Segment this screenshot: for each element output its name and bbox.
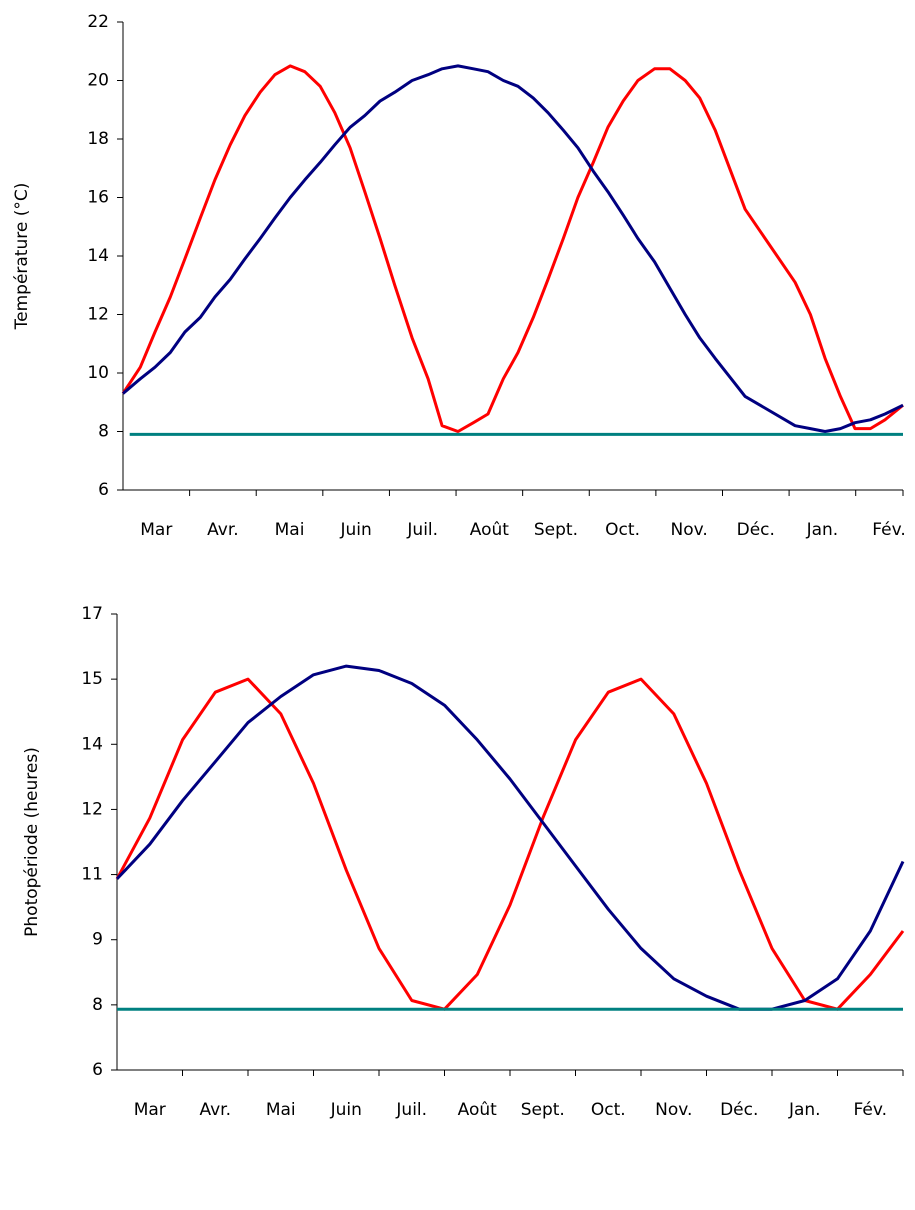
y-tick-label: 6 xyxy=(98,480,109,500)
y-tick-label: 14 xyxy=(87,246,109,266)
y-tick-label: 12 xyxy=(81,799,103,819)
x-tick-label: Oct. xyxy=(605,520,640,540)
x-tick-label: Déc. xyxy=(720,1100,758,1120)
x-tick-label: Jan. xyxy=(788,1100,821,1120)
x-tick-label: Mar xyxy=(134,1100,166,1120)
x-tick-label: Jan. xyxy=(806,520,839,540)
x-tick-label: Avr. xyxy=(199,1100,231,1120)
x-tick-label: Sept. xyxy=(521,1100,565,1120)
y-tick-label: 12 xyxy=(87,305,109,325)
series-line xyxy=(115,677,905,1011)
y-tick-label: 15 xyxy=(81,669,103,689)
x-tick-label: Mai xyxy=(266,1100,296,1120)
y-axis-label: Température (°C) xyxy=(12,183,32,331)
y-axis-label: Photopériode (heures) xyxy=(22,747,42,937)
x-tick-label: Juil. xyxy=(406,520,438,540)
x-tick-label: Mar xyxy=(140,520,172,540)
x-tick-label: Nov. xyxy=(655,1100,692,1120)
x-tick-label: Mai xyxy=(275,520,305,540)
y-tick-label: 14 xyxy=(81,734,103,754)
y-tick-label: 8 xyxy=(98,422,109,442)
x-tick-label: Août xyxy=(470,520,510,540)
x-tick-label: Août xyxy=(458,1100,498,1120)
y-tick-label: 20 xyxy=(87,71,109,91)
x-tick-label: Nov. xyxy=(671,520,708,540)
y-tick-label: 6 xyxy=(92,1060,103,1080)
x-tick-label: Fév. xyxy=(854,1100,887,1120)
x-tick-label: Avr. xyxy=(207,520,239,540)
x-tick-label: Juin xyxy=(339,520,371,540)
series-line xyxy=(122,64,904,433)
x-tick-label: Juil. xyxy=(395,1100,427,1120)
series-line xyxy=(121,64,904,433)
x-tick-label: Oct. xyxy=(591,1100,626,1120)
y-tick-label: 18 xyxy=(87,129,109,149)
y-tick-label: 9 xyxy=(92,930,103,950)
y-tick-label: 16 xyxy=(87,188,109,208)
y-tick-label: 8 xyxy=(92,995,103,1015)
x-tick-label: Juin xyxy=(330,1100,362,1120)
x-tick-label: Sept. xyxy=(534,520,578,540)
y-tick-label: 17 xyxy=(81,604,103,624)
y-tick-label: 11 xyxy=(81,865,103,885)
x-tick-label: Déc. xyxy=(737,520,775,540)
y-tick-label: 10 xyxy=(87,363,109,383)
y-tick-label: 22 xyxy=(87,12,109,32)
series-line xyxy=(115,664,905,1011)
x-tick-label: Fév. xyxy=(872,520,905,540)
